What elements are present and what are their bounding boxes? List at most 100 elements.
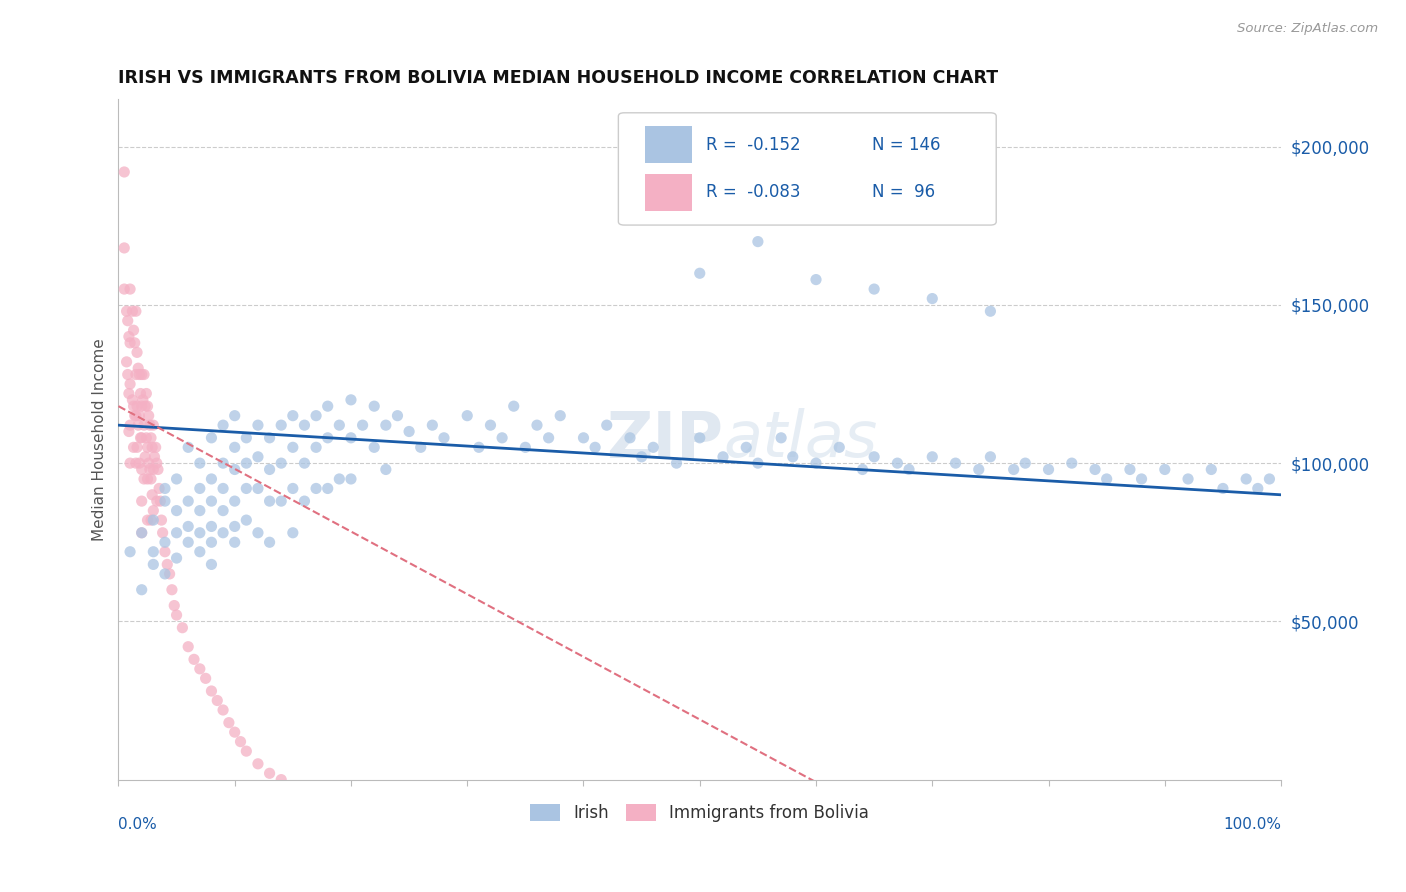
Point [212,503,235,517]
Point [122,323,145,337]
Legend: Irish, Immigrants from Bolivia: Irish, Immigrants from Bolivia [523,797,876,830]
Text: IRISH VS IMMIGRANTS FROM BOLIVIA MEDIAN HOUSEHOLD INCOME CORRELATION CHART: IRISH VS IMMIGRANTS FROM BOLIVIA MEDIAN … [118,69,998,87]
Point [120,377,142,392]
Point [115,355,138,369]
Point [125,399,148,413]
Point [502,399,524,413]
Point [224,440,246,454]
Point [352,418,374,433]
Point [128,409,150,423]
Point [128,456,150,470]
Point [132,392,155,407]
Point [150,513,173,527]
Point [131,462,153,476]
Point [131,525,153,540]
Point [515,440,537,454]
Point [188,456,211,470]
Point [945,456,967,470]
Point [117,368,139,382]
Point [224,494,246,508]
Point [294,456,316,470]
Point [153,494,176,508]
Point [122,440,145,454]
Point [1247,482,1270,496]
Point [172,621,194,635]
Point [374,418,396,433]
Point [224,535,246,549]
Point [120,282,142,296]
Point [235,456,257,470]
Point [132,418,155,433]
Point [132,368,155,382]
Point [125,456,148,470]
Point [259,431,281,445]
Point [131,494,153,508]
Point [689,431,711,445]
Point [747,235,769,249]
Point [1002,462,1025,476]
Point [121,304,143,318]
Point [630,450,652,464]
Point [235,431,257,445]
Point [120,456,142,470]
Point [224,725,246,739]
Point [112,165,135,179]
Point [200,431,222,445]
FancyBboxPatch shape [645,126,692,163]
Point [782,450,804,464]
Point [183,652,205,666]
Point [120,335,142,350]
Point [294,418,316,433]
Point [142,503,165,517]
Point [479,418,502,433]
Point [125,304,148,318]
Point [200,494,222,508]
Point [129,386,152,401]
Point [596,418,619,433]
Point [177,535,200,549]
Point [537,431,560,445]
Point [259,766,281,780]
Point [136,513,159,527]
Point [131,368,153,382]
Point [166,503,188,517]
Point [166,472,188,486]
Text: N =  96: N = 96 [872,184,935,202]
Point [619,431,641,445]
Point [166,525,188,540]
Point [148,482,170,496]
Point [1130,472,1153,486]
Point [134,450,156,464]
Point [340,431,363,445]
Point [136,399,159,413]
Point [177,494,200,508]
Point [134,399,156,413]
Point [139,472,162,486]
Point [583,440,606,454]
Point [1153,462,1175,476]
Y-axis label: Median Household Income: Median Household Income [93,338,107,541]
Point [735,440,758,454]
Point [1119,462,1142,476]
Point [235,482,257,496]
Point [433,431,456,445]
Point [160,582,183,597]
Point [163,599,186,613]
Point [142,462,165,476]
Point [139,431,162,445]
Point [127,361,149,376]
Point [212,418,235,433]
Point [316,399,339,413]
Point [921,292,943,306]
Point [112,241,135,255]
Point [1177,472,1199,486]
Point [117,314,139,328]
Point [898,462,921,476]
Text: N = 146: N = 146 [872,136,941,153]
Point [305,482,328,496]
Point [340,472,363,486]
Point [1084,462,1107,476]
Point [643,440,665,454]
Point [177,640,200,654]
Point [229,734,252,748]
